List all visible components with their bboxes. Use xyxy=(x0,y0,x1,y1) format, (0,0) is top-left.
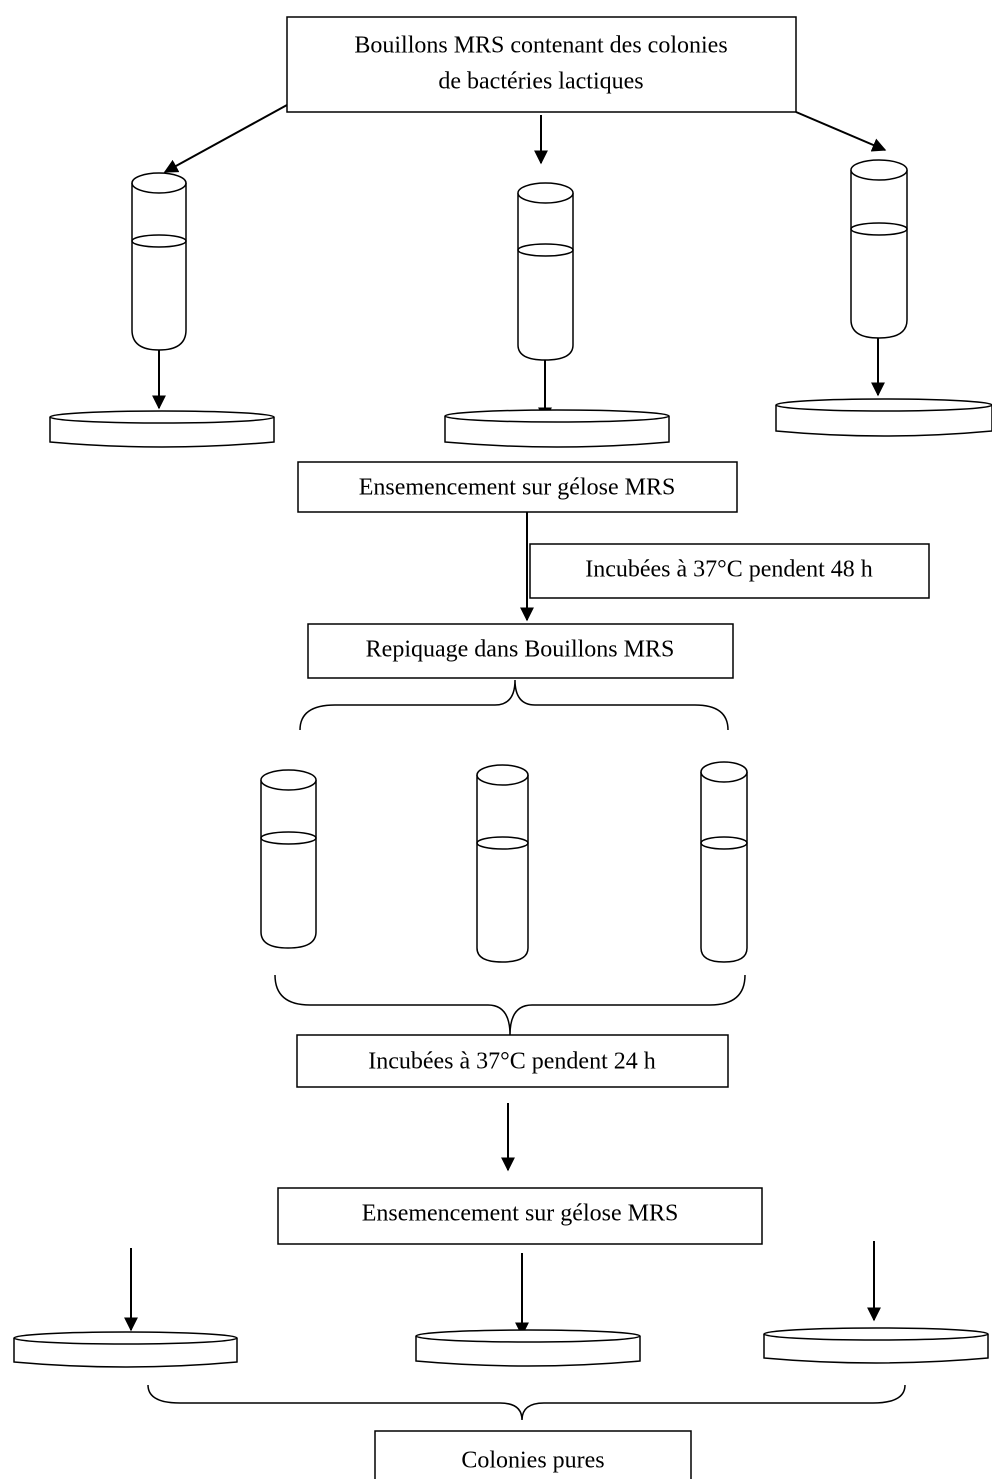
node-text: de bactéries lactiques xyxy=(438,69,643,95)
node-text: Ensemencement sur gélose MRS xyxy=(359,475,676,501)
node-text: Incubées à 37°C pendent 24 h xyxy=(368,1049,656,1075)
dishes-bottom xyxy=(14,1328,988,1367)
arrow xyxy=(165,105,287,172)
node-text: Incubées à 37°C pendent 48 h xyxy=(585,557,873,583)
brace xyxy=(275,975,745,1035)
tubes-middle xyxy=(261,762,747,962)
tubes-top xyxy=(132,160,907,360)
box: Incubées à 37°C pendent 48 h xyxy=(530,544,929,598)
node-text: Bouillons MRS contenant des colonies xyxy=(354,33,727,59)
box: Repiquage dans Bouillons MRS xyxy=(308,624,733,678)
brace xyxy=(148,1385,905,1420)
box: Ensemencement sur gélose MRS xyxy=(298,462,737,512)
brace xyxy=(300,680,728,730)
box-start: Bouillons MRS contenant des colonies de … xyxy=(287,17,796,112)
box: Incubées à 37°C pendent 24 h xyxy=(297,1035,728,1087)
node-text: Repiquage dans Bouillons MRS xyxy=(366,637,675,663)
dishes-top xyxy=(50,399,992,447)
box: Ensemencement sur gélose MRS xyxy=(278,1188,762,1244)
node-text: Ensemencement sur gélose MRS xyxy=(362,1201,679,1227)
diagram: Bouillons MRS contenant des colonies de … xyxy=(0,0,992,1479)
box-end: Colonies pures xyxy=(375,1431,691,1479)
arrow xyxy=(796,112,885,150)
node-text: Colonies pures xyxy=(461,1448,604,1474)
